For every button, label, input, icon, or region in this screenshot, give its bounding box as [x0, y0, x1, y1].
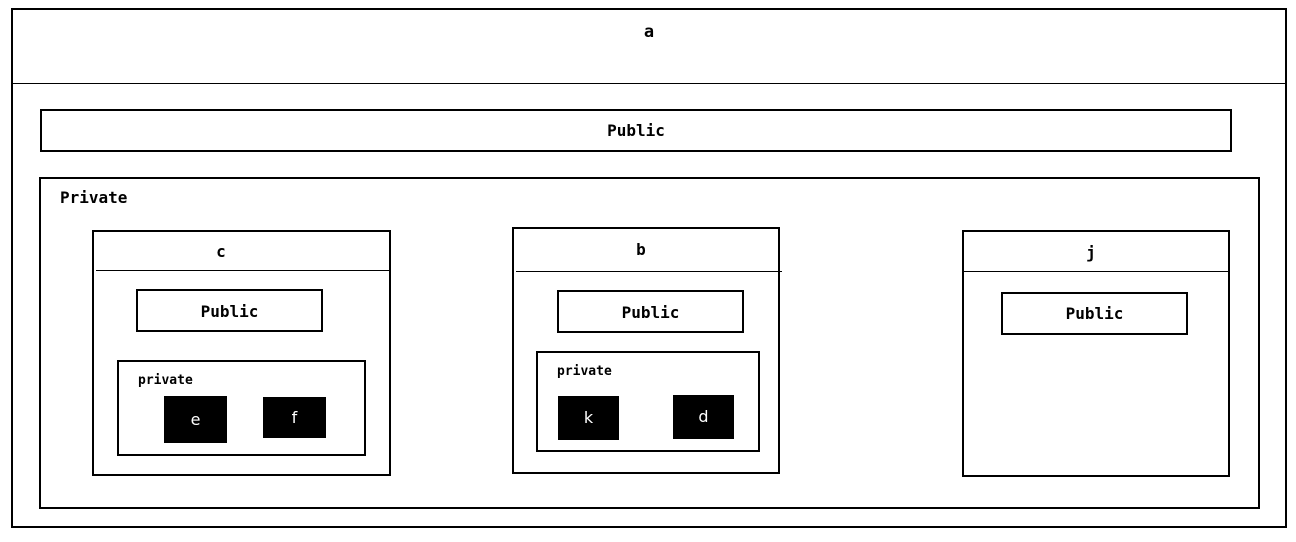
module-b-private-label: private [557, 364, 612, 379]
module-b-item-k: k [558, 396, 619, 440]
module-j [962, 230, 1230, 477]
module-j-title: j [1086, 243, 1096, 262]
module-c-item-e: e [164, 396, 227, 443]
top-public-label: Public [607, 121, 665, 140]
module-c-divider [96, 270, 390, 271]
module-c-public-label: Public [200, 302, 259, 321]
private-section-label: Private [60, 188, 128, 207]
module-j-divider [964, 271, 1229, 272]
module-a-divider [11, 83, 1287, 84]
top-public-box [40, 109, 1232, 152]
module-c-item-f: f [263, 397, 326, 438]
module-b-public-box [557, 290, 744, 333]
module-b-title: b [636, 240, 646, 259]
module-b-item-d: d [673, 395, 734, 439]
module-c-private-label: private [138, 373, 193, 388]
module-b-public-label: Public [621, 303, 680, 322]
module-c-title: c [216, 242, 226, 261]
module-b-divider [516, 271, 782, 272]
module-j-public-box [1001, 292, 1188, 335]
module-c-public-box [136, 289, 323, 332]
module-a-title: a [643, 22, 655, 42]
module-j-public-label: Public [1065, 304, 1124, 323]
